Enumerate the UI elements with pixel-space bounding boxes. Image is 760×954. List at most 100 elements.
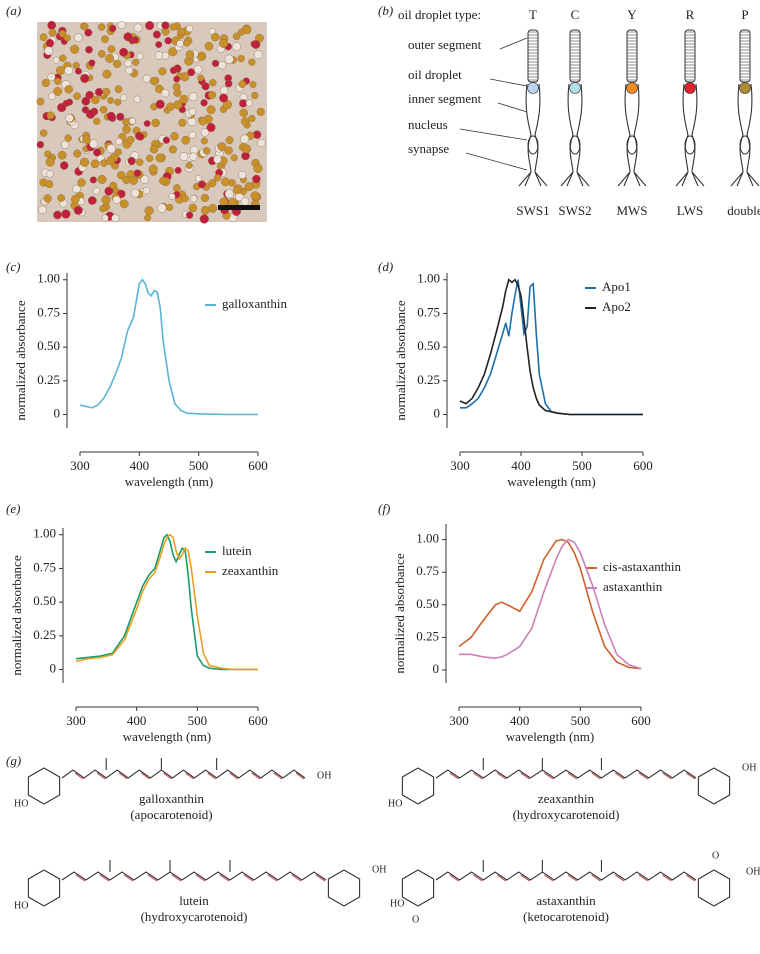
- oil-droplet-dot: [208, 203, 218, 213]
- droplet-type: C: [571, 7, 580, 22]
- oil-droplet-dot: [224, 54, 234, 64]
- compound-class: (hydroxycarotenoid): [513, 807, 620, 822]
- oil-droplet-dot: [105, 54, 115, 63]
- oil-droplet-dot: [245, 99, 253, 107]
- oil-droplet-dot: [169, 66, 178, 75]
- ring: [27, 869, 61, 907]
- oil-droplet-dot: [122, 175, 131, 185]
- oil-droplet-dot: [199, 214, 209, 224]
- oil-droplet-dot: [48, 92, 57, 100]
- oil-droplet-dot: [85, 45, 93, 54]
- oil-droplet-dot: [55, 65, 65, 75]
- double-bond: [141, 772, 150, 780]
- oil-droplet-dot: [144, 214, 152, 222]
- double-bond: [219, 874, 230, 882]
- oil-droplet-dot: [142, 74, 151, 83]
- x-axis-label: wavelength (nm): [507, 474, 595, 489]
- oil-droplet-dot: [166, 102, 175, 111]
- double-bond: [291, 874, 302, 882]
- panel-label: (b): [378, 3, 393, 18]
- oil-droplet-dot: [232, 32, 241, 41]
- x-tick-label: 600: [633, 458, 653, 473]
- double-bond: [229, 772, 238, 780]
- oil-droplet-dot: [208, 90, 217, 100]
- y-tick-label: 0.25: [37, 372, 60, 387]
- oil-droplet-dot: [101, 35, 109, 44]
- double-bond: [662, 772, 672, 780]
- oil-droplet-dot: [204, 41, 214, 51]
- oil-droplet-dot: [224, 79, 233, 88]
- oil-droplet-dot: [53, 210, 62, 220]
- oil-droplet-dot: [115, 137, 123, 146]
- oil-droplet-dot: [250, 191, 260, 201]
- oil-droplet-dot: [155, 99, 165, 109]
- oil-droplet-dot: [81, 22, 89, 30]
- oil-droplet-dot: [200, 205, 210, 215]
- nucleus: [527, 135, 539, 155]
- diagram-heading: oil droplet type:: [398, 7, 481, 22]
- double-bond: [615, 874, 625, 882]
- oil-droplet-dot: [120, 94, 128, 101]
- double-bond: [685, 874, 696, 882]
- double-bond: [567, 874, 578, 882]
- oil-droplet-dot: [225, 136, 234, 145]
- y-axis-label: normalized absorbance: [13, 300, 28, 420]
- oil-droplet-dot: [84, 28, 93, 37]
- oil-droplet-dot: [64, 134, 72, 142]
- ring: [401, 869, 435, 907]
- double-bond: [273, 772, 283, 780]
- double-bond: [74, 772, 84, 780]
- oil-droplet-dot: [106, 144, 116, 154]
- oil-droplet-dot: [48, 28, 57, 37]
- oil-droplet-dot: [178, 118, 187, 127]
- oil-droplet-dot: [89, 139, 98, 149]
- oil-droplet-dot: [206, 122, 216, 133]
- inner-segment: [617, 83, 647, 187]
- pointer: [459, 128, 528, 141]
- oil-droplet-dot: [238, 80, 247, 88]
- part-label: outer segment: [408, 37, 482, 52]
- oil-droplet-dot: [90, 159, 100, 169]
- oil-droplet-dot: [195, 174, 202, 182]
- x-tick-label: 400: [511, 458, 531, 473]
- oil-droplet-dot: [179, 94, 189, 104]
- functional-group: HO: [390, 898, 404, 909]
- oil-droplet-dot: [211, 59, 220, 68]
- double-bond: [315, 874, 326, 882]
- oil-droplet-dot: [122, 118, 130, 126]
- oil-droplet-dot: [253, 50, 263, 60]
- oil-droplet-dot: [88, 59, 96, 67]
- oil-droplet-dot: [52, 56, 60, 64]
- oil-droplet-dot: [193, 65, 203, 74]
- outer-segment: [626, 29, 638, 83]
- oil-droplet-dot: [131, 36, 139, 44]
- oil-droplet-dot: [149, 144, 159, 154]
- pointer: [499, 37, 528, 50]
- oil-droplet-dot: [219, 93, 229, 103]
- oil-droplet-dot: [170, 132, 179, 141]
- droplet-type: R: [686, 7, 695, 22]
- double-bond: [615, 772, 625, 780]
- oil-droplet-dot: [241, 117, 250, 126]
- cell-type: MWS: [616, 203, 647, 218]
- series-line: [75, 533, 258, 671]
- functional-group: HO: [14, 900, 28, 911]
- oil-droplet-dot: [168, 47, 178, 57]
- panel-label: (f): [378, 501, 390, 516]
- oil-droplet-dot: [155, 84, 164, 94]
- oil-droplet-dot: [173, 184, 181, 192]
- oil-droplet-dot: [122, 125, 131, 134]
- oil-droplet-dot: [200, 128, 210, 137]
- oil-droplet-dot: [219, 39, 229, 48]
- double-bond: [638, 874, 648, 882]
- oil-droplet-dot: [162, 136, 171, 144]
- oil-droplet-dot: [206, 105, 216, 115]
- oil-droplet-dot: [77, 178, 86, 187]
- legend-label: galloxanthin: [222, 296, 287, 311]
- oil-droplet-dot: [176, 40, 184, 48]
- x-tick-label: 400: [127, 713, 147, 728]
- oil-droplet-dot: [179, 152, 189, 161]
- oil-droplet-dot: [80, 73, 90, 83]
- oil-droplet-dot: [166, 203, 174, 211]
- compound-class: (ketocarotenoid): [523, 909, 609, 924]
